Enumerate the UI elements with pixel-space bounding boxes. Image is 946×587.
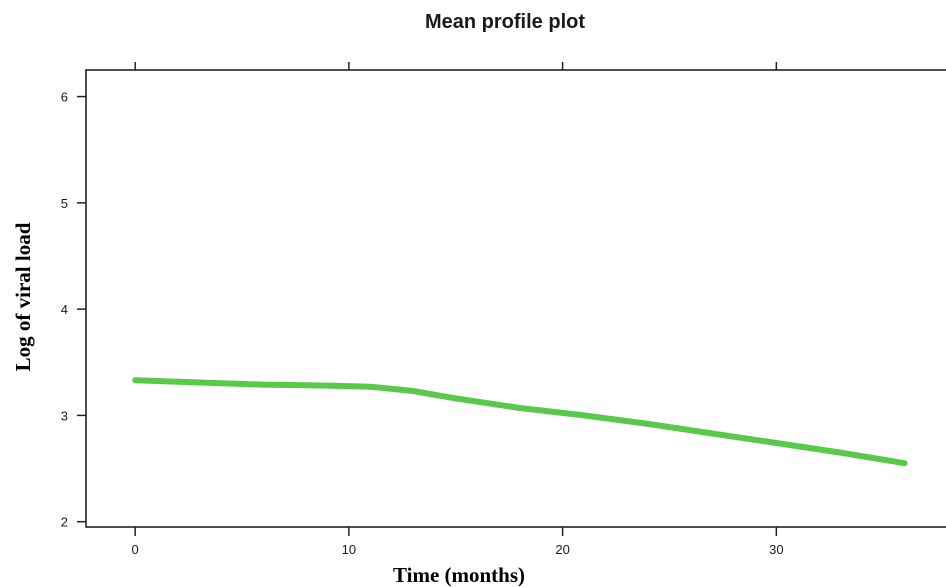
series-line: [132, 377, 908, 467]
chart-title: Mean profile plot: [425, 11, 585, 33]
x-tick-label: 0: [132, 542, 139, 557]
y-axis: 2 3 4 5 6: [61, 90, 86, 530]
y-axis-label: Log of viral load: [11, 222, 35, 371]
y-tick-label: 5: [61, 196, 68, 211]
x-tick-label: 30: [769, 542, 783, 557]
x-axis: 0 10 20 30: [132, 527, 784, 557]
y-tick-label: 3: [61, 408, 68, 423]
x-axis-label: Time (months): [393, 563, 525, 587]
x-tick-label: 10: [342, 542, 356, 557]
x-tick-label: 20: [555, 542, 569, 557]
y-tick-label: 6: [61, 90, 68, 105]
y-tick-label: 4: [61, 302, 68, 317]
y-tick-label: 2: [61, 515, 68, 530]
top-axis-ticks: [134, 62, 778, 70]
plot-frame: [85, 69, 946, 528]
